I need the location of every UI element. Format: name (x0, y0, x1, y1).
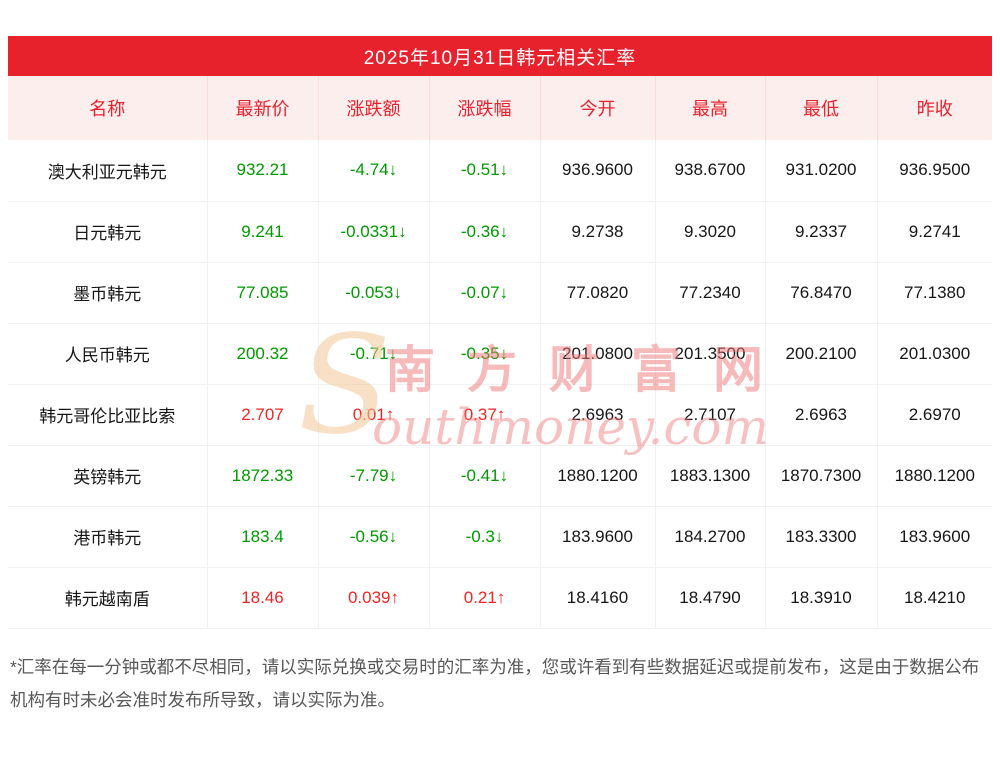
cell-high: 938.6700 (655, 140, 766, 202)
cell-price: 1872.33 (207, 445, 319, 507)
cell-change: 0.039↑ (318, 567, 430, 629)
cell-name: 日元韩元 (8, 201, 208, 263)
cell-change: -0.56↓ (318, 506, 430, 568)
cell-open: 1880.1200 (540, 445, 656, 507)
cell-name: 人民币韩元 (8, 323, 208, 385)
cell-pct: -0.3↓ (429, 506, 541, 568)
cell-high: 201.3500 (655, 323, 766, 385)
cell-low: 9.2337 (765, 201, 878, 263)
column-header-open: 今开 (540, 76, 656, 140)
table-row: 英镑韩元 1872.33 -7.79↓ -0.41↓ 1880.1200 1883.130… (8, 445, 992, 507)
table-header-row: 名称 最新价 涨跌额 涨跌幅 今开 最高 最低 昨收 (8, 76, 992, 140)
cell-low: 183.3300 (765, 506, 878, 568)
footnote: *汇率在每一分钟或都不尽相同，请以实际兑换或交易时的汇率为准，您或许看到有些数据… (10, 656, 980, 710)
cell-name: 韩元越南盾 (8, 567, 208, 629)
column-header-high: 最高 (655, 76, 766, 140)
table-row: 港币韩元 183.4 -0.56↓ -0.3↓ 183.9600 184.2700 183.… (8, 506, 992, 568)
exchange-rates-table: 名称 最新价 涨跌额 涨跌幅 今开 最高 最低 昨收 澳大利亚元韩元 932.21 -4.74↓ -… (8, 76, 992, 629)
cell-price: 77.085 (207, 262, 319, 324)
cell-change: -0.0331↓ (318, 201, 430, 263)
column-header-name: 名称 (8, 76, 208, 140)
cell-open: 9.2738 (540, 201, 656, 263)
cell-open: 201.0800 (540, 323, 656, 385)
cell-change: -7.79↓ (318, 445, 430, 507)
cell-change: -4.74↓ (318, 140, 430, 202)
cell-low: 200.2100 (765, 323, 878, 385)
cell-high: 18.4790 (655, 567, 766, 629)
cell-low: 76.8470 (765, 262, 878, 324)
table-row: 墨币韩元 77.085 -0.053↓ -0.07↓ 77.0820 77.2340 76.… (8, 262, 992, 324)
table-row: 韩元越南盾 18.46 0.039↑ 0.21↑ 18.4160 18.4790 18.39… (8, 567, 992, 629)
table-header: 名称 最新价 涨跌额 涨跌幅 今开 最高 最低 昨收 (8, 76, 992, 140)
table-row: 人民币韩元 200.32 -0.71↓ -0.35↓ 201.0800 201.3500 2… (8, 323, 992, 385)
column-header-low: 最低 (765, 76, 878, 140)
column-header-prev: 昨收 (877, 76, 992, 140)
table-row: 韩元哥伦比亚比索 2.707 0.01↑ 0.37↑ 2.6963 2.7107 2.696… (8, 384, 992, 446)
table-row: 日元韩元 9.241 -0.0331↓ -0.36↓ 9.2738 9.3020 9.233… (8, 201, 992, 263)
cell-open: 77.0820 (540, 262, 656, 324)
cell-open: 2.6963 (540, 384, 656, 446)
cell-high: 2.7107 (655, 384, 766, 446)
page-title: 2025年10月31日韩元相关汇率 (363, 47, 637, 69)
title-bar: 2025年10月31日韩元相关汇率 (8, 36, 992, 76)
cell-change: 0.01↑ (318, 384, 430, 446)
cell-name: 港币韩元 (8, 506, 208, 568)
cell-prev: 77.1380 (877, 262, 992, 324)
cell-low: 18.3910 (765, 567, 878, 629)
cell-open: 18.4160 (540, 567, 656, 629)
cell-pct: -0.36↓ (429, 201, 541, 263)
cell-low: 2.6963 (765, 384, 878, 446)
column-header-change: 涨跌额 (318, 76, 430, 140)
table-row: 澳大利亚元韩元 932.21 -4.74↓ -0.51↓ 936.9600 938.670… (8, 140, 992, 202)
cell-pct: -0.41↓ (429, 445, 541, 507)
cell-price: 2.707 (207, 384, 319, 446)
cell-price: 932.21 (207, 140, 319, 202)
cell-prev: 201.0300 (877, 323, 992, 385)
cell-price: 9.241 (207, 201, 319, 263)
column-header-price: 最新价 (207, 76, 319, 140)
cell-pct: 0.37↑ (429, 384, 541, 446)
cell-name: 韩元哥伦比亚比索 (8, 384, 208, 446)
cell-prev: 9.2741 (877, 201, 992, 263)
cell-high: 184.2700 (655, 506, 766, 568)
cell-name: 墨币韩元 (8, 262, 208, 324)
table-body: 澳大利亚元韩元 932.21 -4.74↓ -0.51↓ 936.9600 938.670… (8, 140, 992, 629)
cell-prev: 936.9500 (877, 140, 992, 202)
column-header-pct: 涨跌幅 (429, 76, 541, 140)
cell-change: -0.71↓ (318, 323, 430, 385)
cell-pct: -0.51↓ (429, 140, 541, 202)
cell-change: -0.053↓ (318, 262, 430, 324)
cell-prev: 18.4210 (877, 567, 992, 629)
cell-name: 澳大利亚元韩元 (8, 140, 208, 202)
cell-high: 77.2340 (655, 262, 766, 324)
cell-low: 931.0200 (765, 140, 878, 202)
cell-open: 183.9600 (540, 506, 656, 568)
cell-name: 英镑韩元 (8, 445, 208, 507)
cell-price: 18.46 (207, 567, 319, 629)
cell-open: 936.9600 (540, 140, 656, 202)
cell-high: 1883.1300 (655, 445, 766, 507)
cell-pct: -0.35↓ (429, 323, 541, 385)
cell-high: 9.3020 (655, 201, 766, 263)
cell-low: 1870.7300 (765, 445, 878, 507)
cell-price: 183.4 (207, 506, 319, 568)
cell-prev: 1880.1200 (877, 445, 992, 507)
cell-price: 200.32 (207, 323, 319, 385)
cell-pct: 0.21↑ (429, 567, 541, 629)
cell-pct: -0.07↓ (429, 262, 541, 324)
cell-prev: 2.6970 (877, 384, 992, 446)
cell-prev: 183.9600 (877, 506, 992, 568)
